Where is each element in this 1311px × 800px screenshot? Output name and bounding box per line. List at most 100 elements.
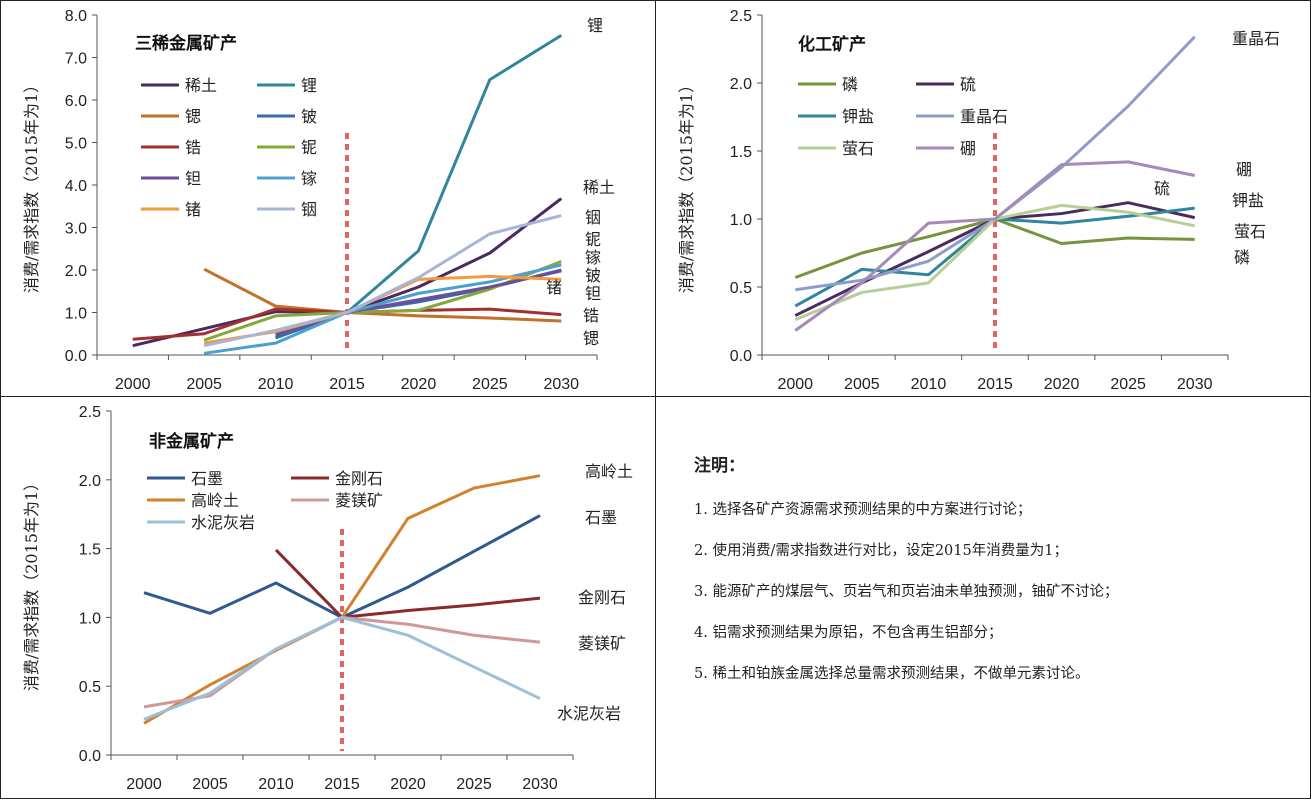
y-tick-label: 0.5 [79,679,101,696]
series-end-label: 铍 [585,266,601,285]
series-end-label: 萤石 [1234,222,1266,241]
x-tick-label: 2010 [911,376,947,393]
legend-label: 铌 [301,138,317,157]
y-tick-label: 0.5 [730,280,752,297]
series-end-label: 菱镁矿 [578,634,626,653]
x-tick-label: 2020 [401,376,437,393]
legend-label: 锆 [185,138,201,157]
x-tick-label: 2020 [390,776,426,793]
series-line-2 [203,267,562,323]
legend-label: 钾盐 [842,107,874,126]
notes-title: 注明： [694,456,745,476]
chart-title: 三稀金属矿产 [135,33,237,54]
x-tick-label: 2005 [186,376,222,393]
y-tick-label: 7.0 [65,51,87,68]
x-tick-label: 2025 [1110,376,1146,393]
x-tick-label: 2015 [329,376,365,393]
series-end-label: 高岭土 [585,462,633,481]
x-tick-label: 2005 [844,376,880,393]
legend-label: 金刚石 [335,469,383,488]
note-item-2: 2. 使用消费/需求指数进行对比，设定2015年消费量为1； [694,543,1068,559]
y-axis-label: 消费/需求指数（2015年为1） [22,77,41,293]
legend-label: 锗 [185,200,201,219]
legend-label: 硫 [960,75,976,94]
legend-label: 萤石 [842,139,874,158]
legend-label: 稀土 [185,76,217,95]
x-tick-label: 2010 [258,776,294,793]
y-tick-label: 2.5 [730,8,752,25]
legend-label: 铍 [301,107,317,126]
chart-rare-metals: 0.0 1.0 2.0 3.0 4.0 5.0 6.0 7.0 8.0 2000 2005 2010 2… [22,8,615,393]
notes-panel: 注明： 1. 选择各矿产资源需求预测结果的中方案进行讨论； 2. 使用消费/需求… [655,396,1311,799]
legend-label: 钽 [185,169,201,188]
x-tick-label: 2000 [126,776,162,793]
series-end-label: 金刚石 [578,588,626,607]
y-tick-label: 1.0 [79,610,101,627]
chart-title: 非金属矿产 [149,431,234,452]
x-tick-label: 2025 [456,776,492,793]
x-tick-label: 2025 [472,376,508,393]
y-tick-label: 0.0 [65,348,87,365]
x-tick-label: 2020 [1044,376,1080,393]
y-tick-label: 2.0 [730,76,752,93]
series-end-label: 稀土 [583,178,615,197]
y-tick-label: 0.0 [730,348,752,365]
series-line-1 [274,548,541,619]
series-end-label: 钽 [585,284,601,303]
notes: 注明： 1. 选择各矿产资源需求预测结果的中方案进行讨论； 2. 使用消费/需求… [694,451,1300,703]
chart-panel-rare-metals: 0.0 1.0 2.0 3.0 4.0 5.0 6.0 7.0 8.0 2000 2005 2010 2… [0,0,656,397]
legend-label: 高岭土 [191,491,239,510]
chart-panel-nonmetal: 0.0 0.5 1.0 1.5 2.0 2.5 2000 2005 2010 2015 2020 20… [0,396,656,799]
series-end-label: 钾盐 [1232,191,1264,210]
x-tick-label: 2010 [258,376,294,393]
x-tick-label: 2000 [115,376,151,393]
series-end-label: 铟 [585,208,601,227]
y-tick-label: 1.5 [730,144,752,161]
series-line-9 [203,214,562,348]
chart-chemical-minerals: 0.0 0.5 1.0 1.5 2.0 2.5 2000 2005 2010 2015 2020 20… [677,8,1280,393]
series-end-label: 锂 [587,16,603,35]
note-item-3: 3. 能源矿产的煤层气、页岩气和页岩油未单独预测，铀矿不讨论； [694,584,1119,600]
legend-label: 菱镁矿 [335,491,383,510]
series-end-label: 硫 [1154,179,1170,198]
series-end-label: 水泥灰岩 [557,704,621,723]
y-tick-label: 1.0 [730,212,752,229]
y-tick-label: 6.0 [65,93,87,110]
legend-label: 硼 [960,139,976,158]
x-tick-label: 2005 [192,776,228,793]
x-tick-label: 2000 [777,376,813,393]
y-axis-label: 消费/需求指数（2015年为1） [22,475,41,691]
y-tick-label: 3.0 [65,221,87,238]
x-tick-label: 2030 [543,376,579,393]
series-end-label: 锗 [546,278,562,297]
legend-label: 石墨 [191,469,223,488]
legend-label: 锂 [301,76,317,95]
y-tick-label: 1.0 [65,306,87,323]
series-line-7 [203,263,562,355]
legend-label: 铟 [301,200,317,219]
series-end-label: 石墨 [585,508,617,527]
note-item-1: 1. 选择各矿产资源需求预测结果的中方案进行讨论； [694,502,1032,518]
series-end-label: 锶 [583,329,599,348]
series-end-label: 磷 [1234,248,1250,267]
legend-label: 水泥灰岩 [191,513,255,532]
legend-label: 重晶石 [960,107,1008,126]
series-end-label: 锆 [583,306,599,325]
legend-label: 镓 [301,169,317,188]
y-tick-label: 5.0 [65,136,87,153]
y-axis-label: 消费/需求指数（2015年为1） [677,77,696,293]
legend-label: 锶 [185,107,201,126]
series-end-label: 镓 [585,248,601,267]
series-end-label: 重晶石 [1232,29,1280,48]
x-tick-label: 2015 [324,776,360,793]
y-tick-label: 1.5 [79,542,101,559]
chart-panel-chemical: 0.0 0.5 1.0 1.5 2.0 2.5 2000 2005 2010 2015 2020 20… [655,0,1311,397]
note-item-4: 4. 铝需求预测结果为原铝，不包含再生铝部分； [694,625,1003,641]
y-tick-label: 4.0 [65,178,87,195]
legend-label: 磷 [842,75,858,94]
chart-title: 化工矿产 [798,34,866,55]
series-line-5 [794,160,1196,332]
series-end-label: 硼 [1236,160,1252,179]
note-item-5: 5. 稀土和铂族金属选择总量需求预测结果，不做单元素讨论。 [694,666,1090,682]
